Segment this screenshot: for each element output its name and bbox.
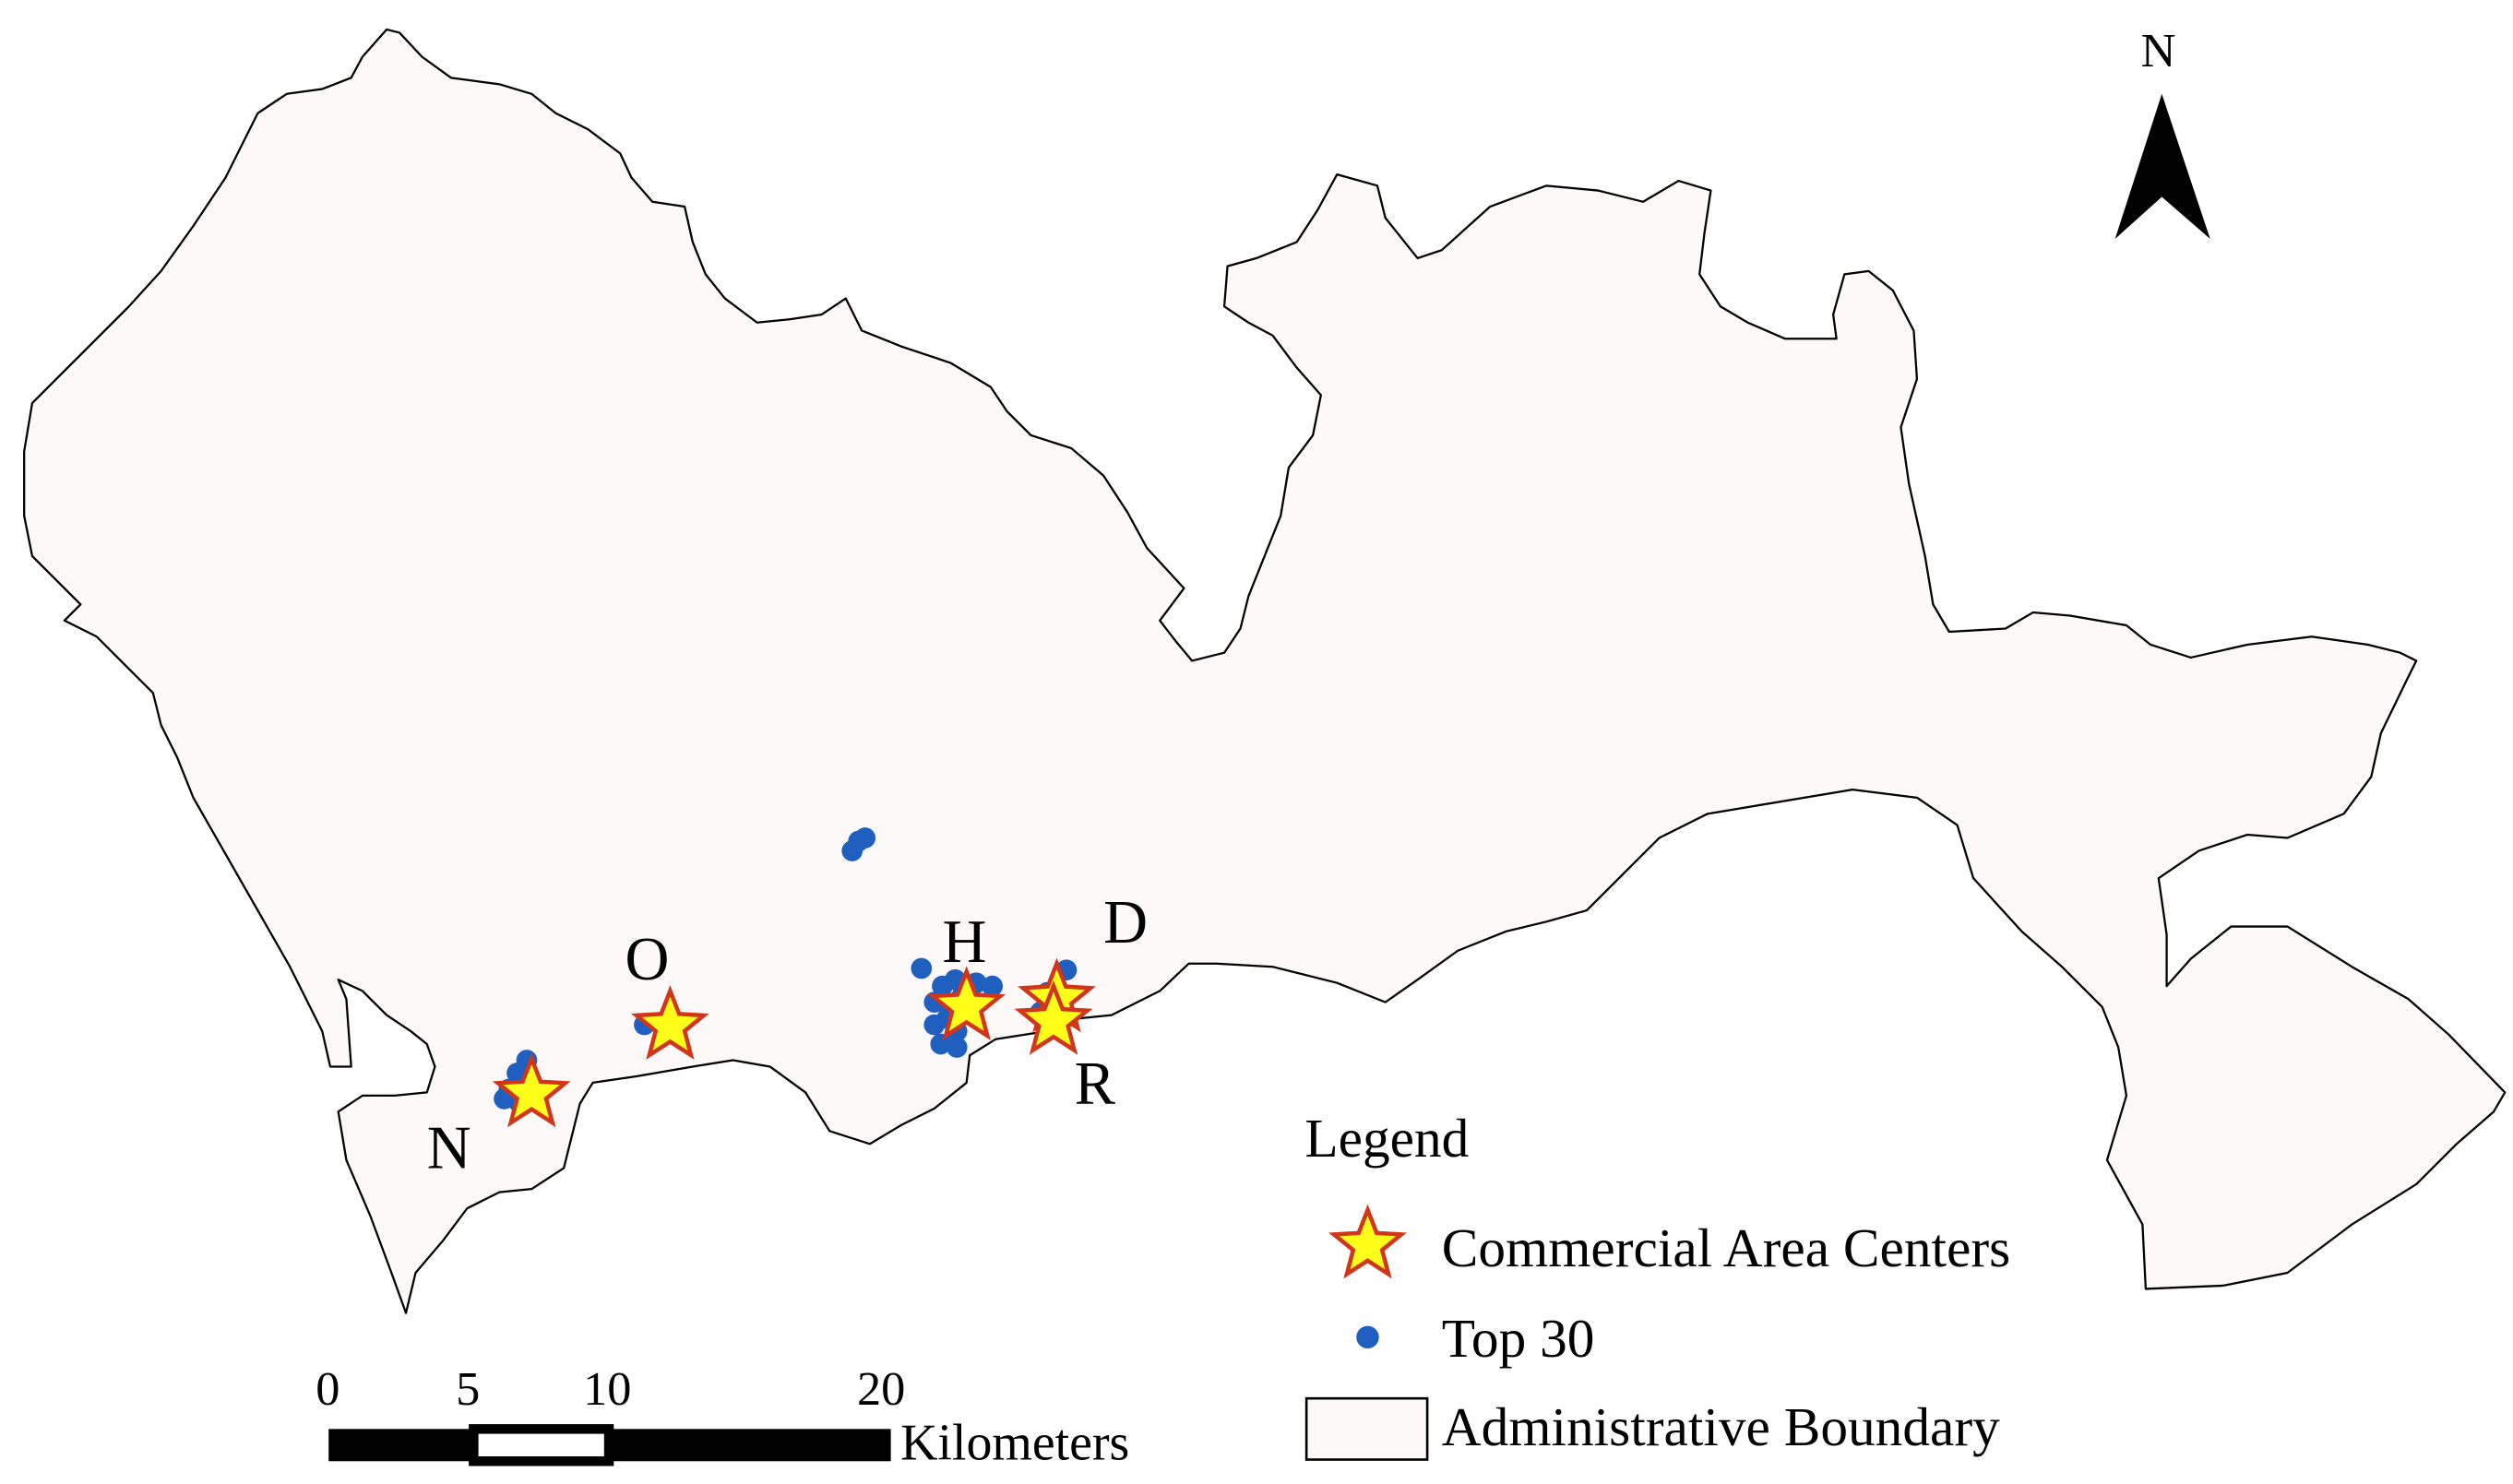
top-30-dot <box>982 975 1003 997</box>
top-30-dot <box>930 1033 952 1055</box>
north-arrow: N <box>2114 24 2210 239</box>
top-30-dot <box>923 1014 946 1036</box>
star-center-n <box>492 1052 571 1128</box>
center-label-r: R <box>1075 1051 1116 1118</box>
commercial-area-centers <box>492 957 1096 1128</box>
scale-unit: Kilometers <box>900 1415 1129 1472</box>
legend-item-top-30: Top 30 <box>1356 1308 1594 1369</box>
legend-title: Legend <box>1304 1108 1469 1169</box>
top-30-dot <box>911 957 933 979</box>
top-30-dot <box>841 840 863 861</box>
administrative-boundary <box>23 28 2507 1314</box>
legend-item-commercial-centers: Commercial Area Centers <box>1328 1204 2010 1279</box>
scale-tick-10: 10 <box>583 1362 631 1416</box>
scale-bar-segment-1 <box>328 1429 474 1462</box>
star-icon <box>1328 1204 1407 1279</box>
center-label-h: H <box>943 908 987 976</box>
star-center-h <box>927 966 1006 1041</box>
scale-bar: 0 5 10 20 Kilometers <box>316 1362 1129 1471</box>
center-label-o: O <box>625 926 670 993</box>
dot-icon <box>1356 1325 1379 1349</box>
north-arrow-label: N <box>2141 24 2176 77</box>
star-center-o <box>630 985 709 1060</box>
star-center-r <box>1014 979 1093 1055</box>
north-arrow-icon <box>2114 93 2210 239</box>
scale-tick-0: 0 <box>316 1362 339 1416</box>
legend-label-top-30: Top 30 <box>1442 1308 1595 1369</box>
top-30-dot <box>854 827 876 849</box>
scale-bar-segment-2 <box>469 1424 614 1466</box>
center-label-d: D <box>1103 889 1148 956</box>
center-label-n: N <box>427 1114 471 1181</box>
legend-label-boundary: Administrative Boundary <box>1442 1396 2000 1457</box>
legend-label-commercial-centers: Commercial Area Centers <box>1442 1217 2010 1278</box>
scale-tick-5: 5 <box>456 1362 480 1416</box>
scale-tick-20: 20 <box>857 1362 905 1416</box>
legend: Legend Commercial Area Centers Top 30 Ad… <box>1304 1108 2010 1461</box>
top-30-dot <box>946 1037 968 1058</box>
legend-item-boundary: Administrative Boundary <box>1304 1396 2000 1461</box>
scale-bar-segment-3 <box>609 1429 891 1462</box>
rectangle-icon <box>1304 1396 1429 1461</box>
